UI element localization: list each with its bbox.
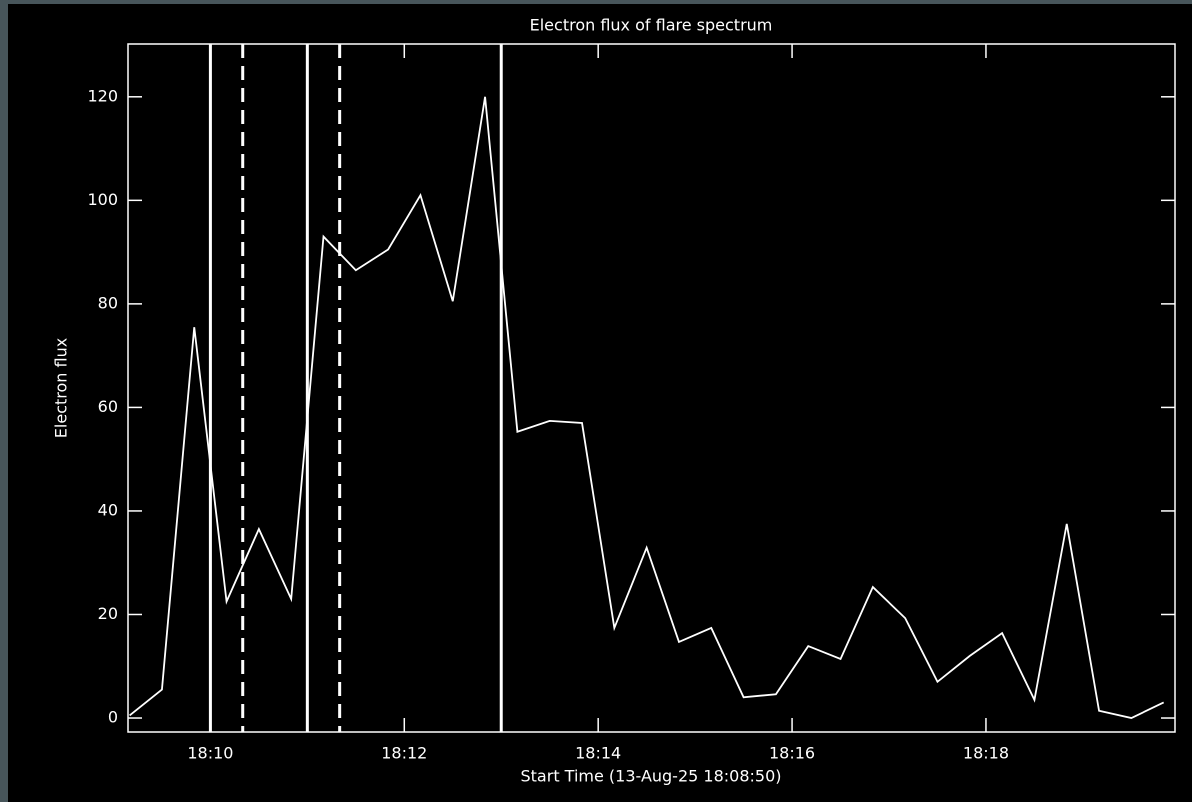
plot-background: [8, 4, 1192, 802]
y-tick-label: 60: [98, 397, 118, 416]
x-tick-label: 18:12: [381, 744, 427, 763]
x-axis-label: Start Time (13-Aug-25 18:08:50): [521, 767, 782, 786]
series-line: [129, 96, 1165, 719]
x-tick-label: 18:14: [575, 744, 621, 763]
x-tick-label: 18:18: [963, 744, 1009, 763]
y-tick-label: 0: [108, 708, 118, 727]
y-tick-label: 100: [87, 190, 118, 209]
y-tick-label: 20: [98, 604, 118, 623]
plot-frame: [127, 43, 1176, 733]
x-tick-label: 18:16: [769, 744, 815, 763]
y-tick-label: 80: [98, 293, 118, 312]
y-axis-label: Electron flux: [52, 338, 71, 438]
chart-title: Electron flux of flare spectrum: [530, 16, 773, 35]
x-tick-label: 18:10: [187, 744, 233, 763]
y-tick-label: 120: [87, 86, 118, 105]
y-tick-label: 40: [98, 500, 118, 519]
